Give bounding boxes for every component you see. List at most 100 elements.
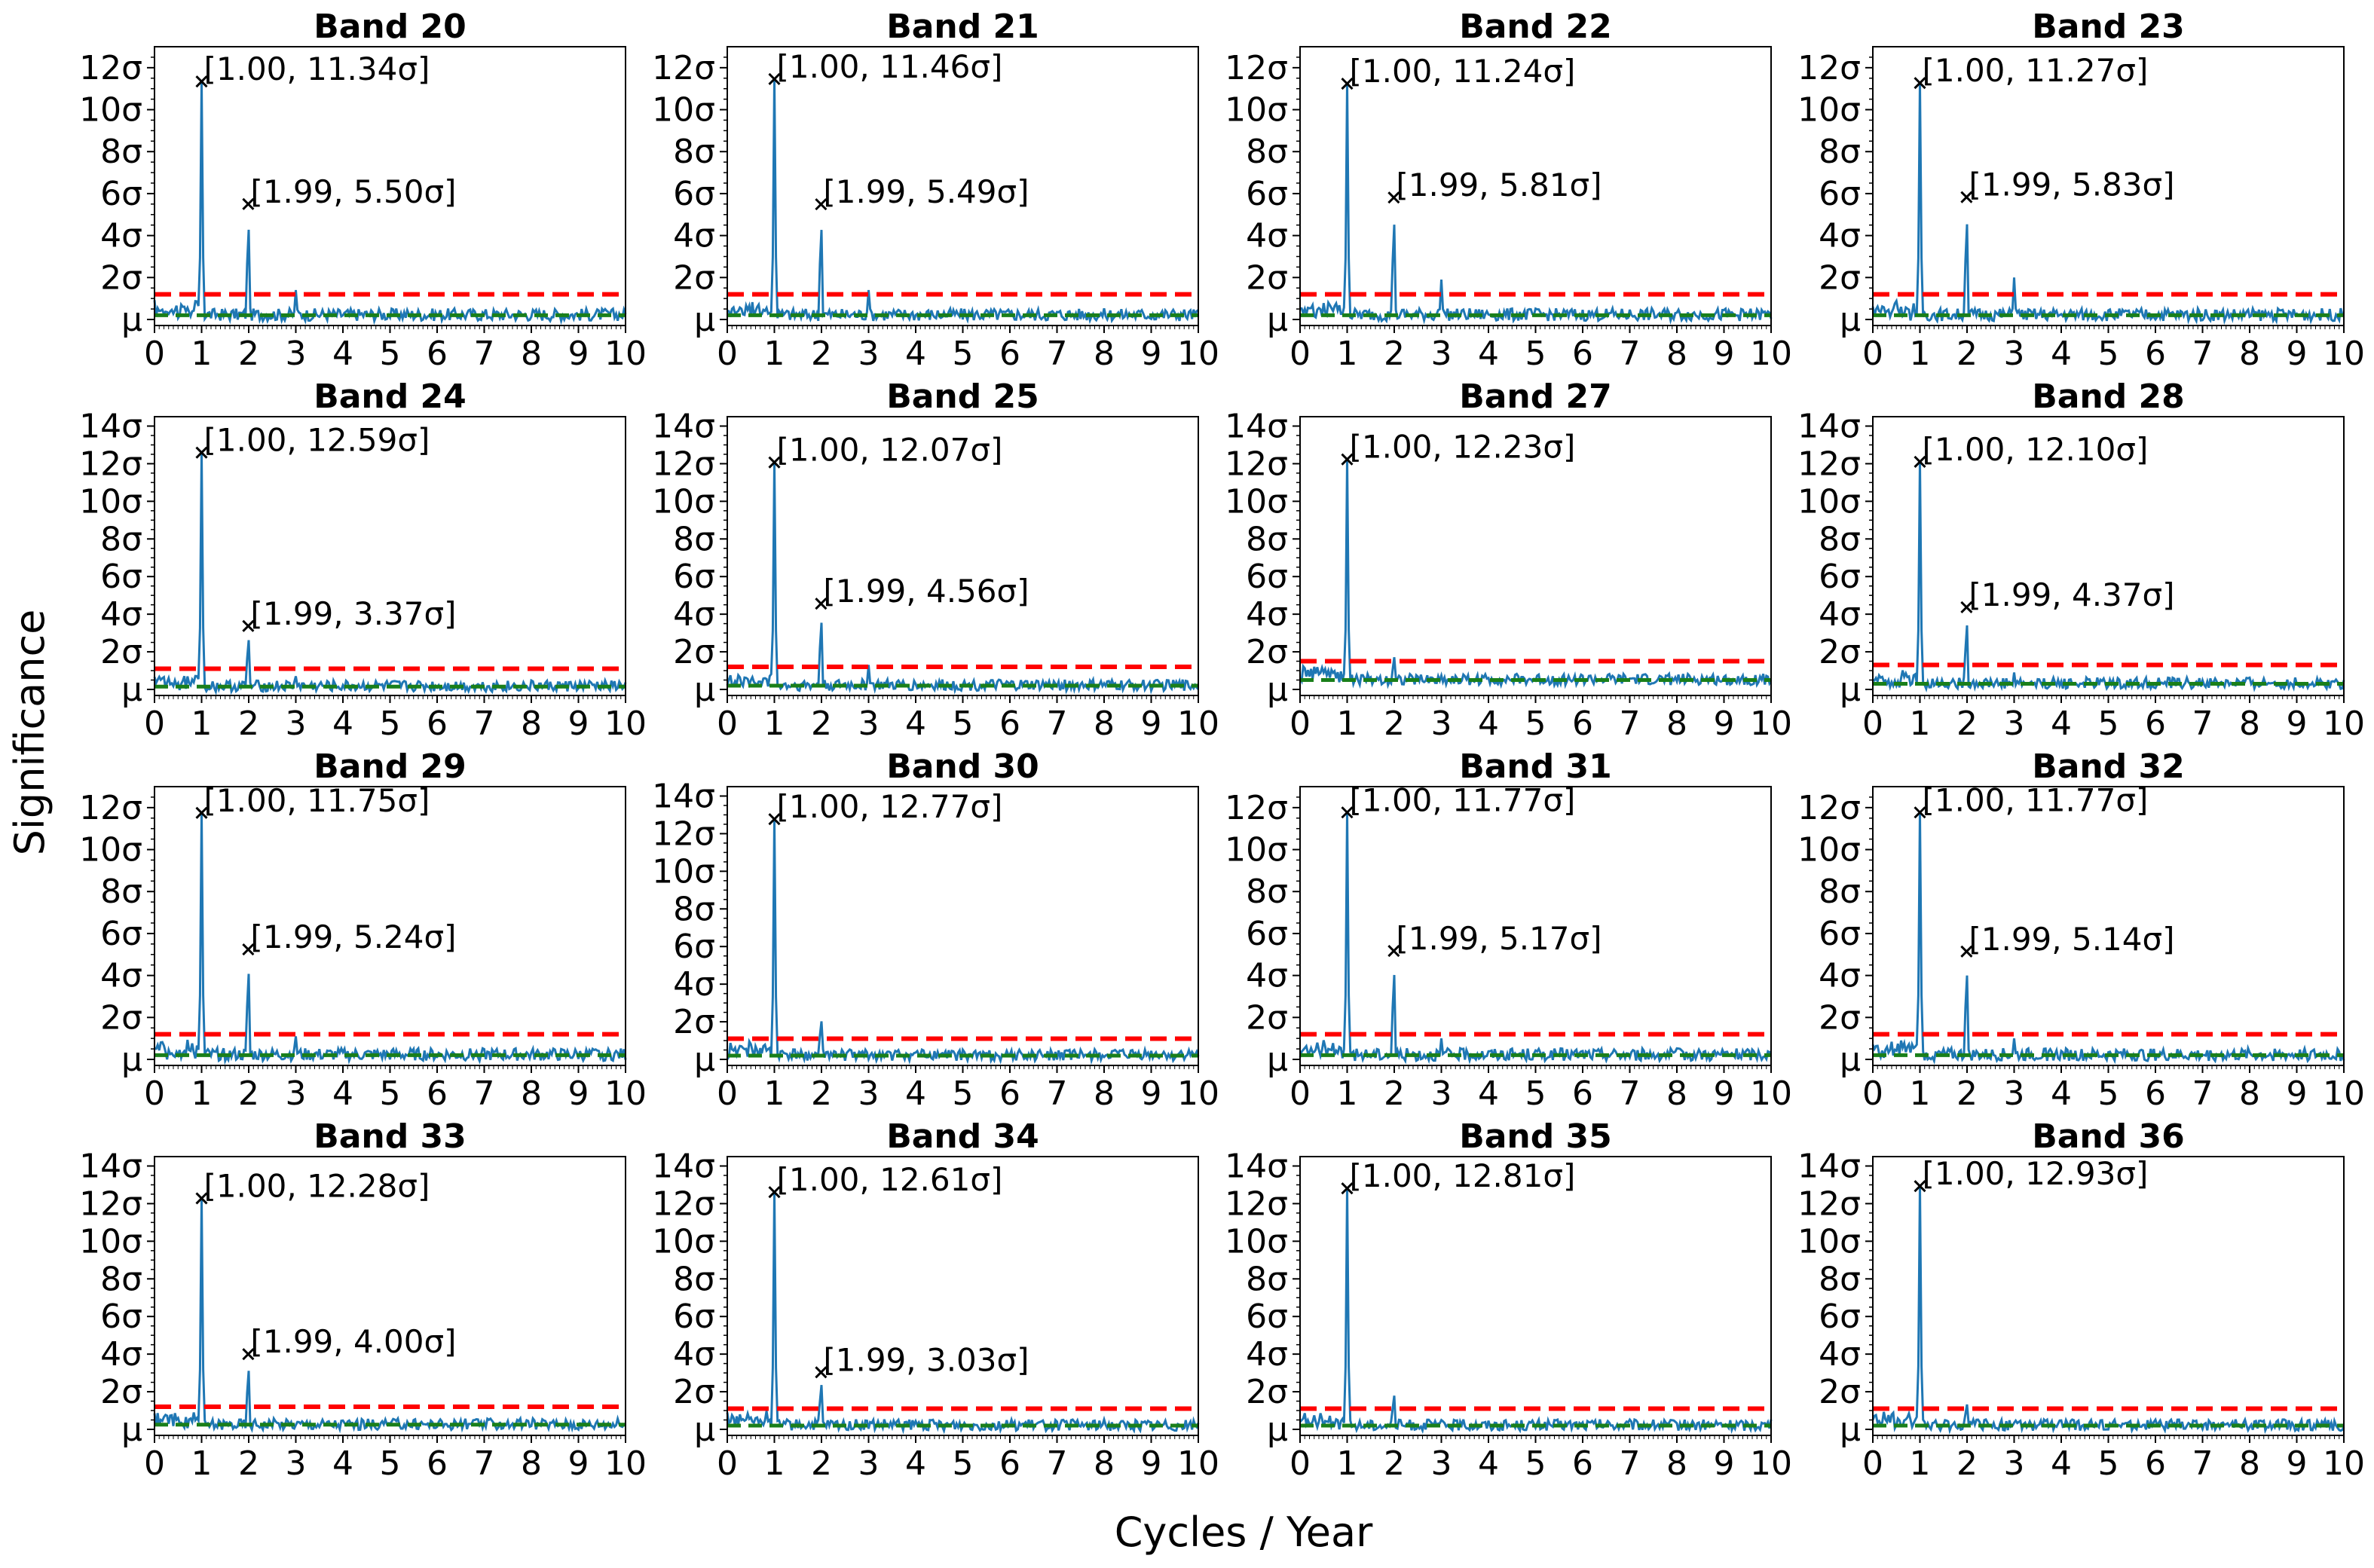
x-tick-label: 6 [1572,705,1593,743]
x-tick-label: 8 [2239,335,2260,373]
subplot-title: Band 29 [314,747,467,786]
x-tick-label: 2 [1956,1444,1978,1483]
peak-annotation: [1.00, 11.27σ] [1923,52,2149,89]
signal-line [153,1198,626,1434]
x-tick-label: 7 [1047,1074,1068,1113]
y-tick-label: 12σ [1225,1184,1288,1223]
signal-line [1872,461,2345,693]
x-tick-label: 6 [999,1074,1020,1113]
y-tick-label: 6σ [673,1297,715,1336]
peak-marker [1914,455,1926,468]
y-tick-label: 14σ [1225,1147,1288,1185]
plot-frame [1872,46,2345,326]
x-tick-label: 9 [568,1074,589,1113]
y-tick-label: μ [1840,1411,1861,1449]
subplot-title: Band 24 [314,377,467,416]
peak-marker [768,1186,781,1199]
subplot-title: Band 31 [1459,747,1612,786]
x-tick-label: 4 [332,335,353,373]
peak-marker [195,806,208,819]
y-tick-label: 4σ [1819,1335,1861,1374]
y-tick-label: 10σ [1797,91,1861,130]
y-tick-label: 6σ [100,1297,142,1336]
y-tick-label: 12σ [79,789,142,827]
y-tick-label: 8σ [1246,1260,1288,1298]
peak-marker [1341,453,1354,466]
x-tick-label: 7 [1047,1444,1068,1483]
x-tick-label: 9 [1714,1444,1735,1483]
x-tick-label: 6 [2145,335,2166,373]
x-tick-label: 7 [1620,1074,1641,1113]
x-tick-label: 8 [521,1444,542,1483]
x-tick-label: 6 [427,335,448,373]
x-tick-label: 0 [1862,335,1883,373]
plot-frame [154,46,626,326]
x-tick-label: 6 [427,705,448,743]
peak-marker [1387,191,1400,204]
y-tick-label: 2σ [673,633,715,671]
x-tick-label: 1 [764,1444,785,1483]
peak-marker [1341,806,1354,819]
y-tick-label: 10σ [652,1222,715,1261]
signal-line [1871,812,2345,1065]
y-tick-label: 2σ [100,1373,142,1411]
x-tick-label: 7 [2192,1074,2213,1113]
y-tick-label: μ [121,671,142,709]
subplot-title: Band 23 [2032,8,2185,46]
x-tick-label: 10 [2323,705,2365,743]
y-tick-label: 6σ [100,915,142,953]
x-tick-label: 3 [858,1444,880,1483]
x-tick-label: 8 [1094,1444,1115,1483]
x-tick-label: 1 [191,1444,213,1483]
x-tick-label: 2 [238,705,259,743]
subplot-title: Band 28 [2032,377,2185,416]
peak-annotation: [1.99, 4.00σ] [250,1323,456,1360]
plot-frame [1299,416,1772,696]
y-tick-label: 4σ [1819,217,1861,255]
x-tick-label: 8 [2239,1444,2260,1483]
x-tick-label: 4 [1478,335,1499,373]
x-tick-label: 8 [1666,1074,1687,1113]
subplot-title: Band 22 [1459,8,1612,46]
x-tick-label: 9 [568,705,589,743]
y-tick-label: 14σ [79,1147,142,1185]
y-tick-label: 4σ [100,1335,142,1374]
x-tick-label: 10 [1750,705,1792,743]
plot-frame [727,416,1199,696]
x-tick-label: 10 [1177,1074,1219,1113]
x-tick-label: 6 [2145,1074,2166,1113]
y-tick-label: 10σ [652,852,715,891]
x-tick-label: 8 [1094,335,1115,373]
y-tick-label: 14σ [652,1147,715,1185]
peak-annotation: [1.00, 11.77σ] [1350,781,1576,818]
x-tick-label: 0 [1289,1074,1311,1113]
x-tick-label: 4 [905,705,926,743]
y-tick-label: 8σ [100,873,142,911]
y-tick-label: 12σ [1797,49,1861,87]
peak-marker [195,1192,208,1205]
x-tick-label: 1 [191,705,213,743]
y-tick-label: 10σ [1225,831,1288,870]
x-tick-label: 5 [1525,1074,1546,1113]
y-tick-label: 10σ [79,91,142,130]
x-tick-label: 6 [427,1074,448,1113]
x-tick-label: 3 [2004,1074,2025,1113]
x-tick-label: 4 [1478,705,1499,743]
x-tick-label: 6 [1572,335,1593,373]
plot-frame [1299,786,1772,1066]
x-tick-label: 5 [380,335,401,373]
y-tick-label: 4σ [673,965,715,1004]
y-tick-label: 6σ [100,558,142,596]
y-tick-label: 12σ [652,815,715,853]
peak-marker [1960,191,1973,203]
x-tick-label: 10 [2323,1444,2365,1483]
y-tick-label: μ [1840,671,1861,709]
x-tick-label: 1 [1910,335,1931,373]
peak-annotation: [1.99, 3.03σ] [823,1341,1029,1378]
